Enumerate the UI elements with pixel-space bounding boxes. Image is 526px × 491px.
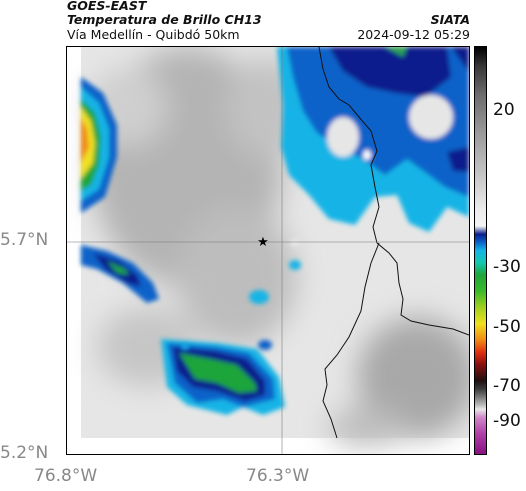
datetime-label: 2024-09-12 05:29	[357, 27, 470, 42]
agency-label: SIATA	[430, 12, 470, 27]
cloud-top-right	[277, 47, 469, 232]
lon-label-east: 76.3°W	[246, 466, 310, 486]
lon-label-west: 76.8°W	[34, 466, 98, 486]
temperature-colorbar	[474, 46, 487, 455]
satellite-map: ★	[66, 46, 470, 455]
cloud-left-edge	[81, 77, 117, 213]
product-title: Temperatura de Brillo CH13	[67, 12, 262, 27]
border-lines	[318, 47, 469, 439]
colorbar-tick-minus70: -70	[493, 376, 521, 396]
colorbar-tick-20: 20	[493, 100, 515, 120]
region-subtitle: Vía Medellín - Quibdó 50km	[67, 27, 240, 42]
satellite-title: GOES-EAST	[67, 0, 147, 13]
cloud-cells	[81, 239, 301, 350]
gray-texture	[87, 47, 469, 447]
cloud-bottom-left	[161, 339, 285, 415]
lat-label-north: 5.7°N	[0, 230, 49, 250]
star-icon: ★	[257, 235, 269, 250]
colorbar-tick-minus90: -90	[493, 411, 521, 431]
graticule	[67, 47, 469, 454]
colorbar-tick-minus30: -30	[493, 257, 521, 277]
brightness-temperature-image: ★	[67, 47, 469, 454]
colorbar-tick-minus50: -50	[493, 317, 521, 337]
lat-label-south: 5.2°N	[0, 443, 49, 463]
